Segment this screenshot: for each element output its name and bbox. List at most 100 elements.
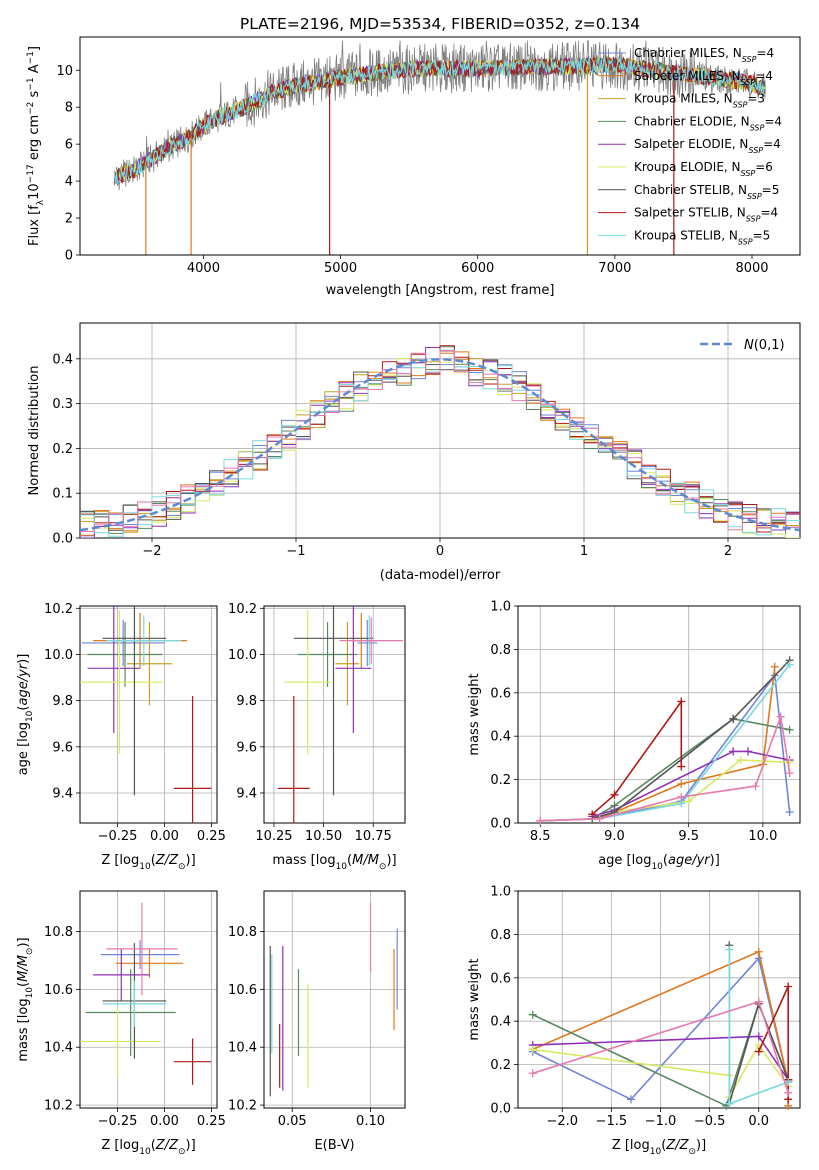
mass-vs-ebv-panel: 0.05 0.10 10.2 10.4 10.6 10.8 E(B-V) (228, 890, 406, 1153)
model-spectrum-line (113, 55, 766, 185)
series-line (540, 666, 776, 822)
mass-weight-vs-age-xlabel-part: age [log (598, 853, 651, 868)
mass-vs-Z-ytick-label: 10.2 (44, 1099, 73, 1114)
age-vs-mass-ytick-label: 10.2 (228, 602, 257, 617)
legend-count: =4 (755, 69, 773, 83)
mass-vs-ebv-ytick-label: 10.6 (228, 983, 257, 998)
mass-weight-vs-Z-ytick-label: 1.0 (490, 885, 511, 900)
figure-title: PLATE=2196, MJD=53534, FIBERID=0352, z=0… (240, 15, 640, 33)
series-marker (785, 808, 794, 817)
legend-entry: Salpeter ELODIE, NSSP=4 (634, 137, 781, 155)
spectrum-panel: 4000 5000 6000 7000 8000 0 2 4 6 8 10 wavelength [A… (26, 36, 801, 298)
series-marker (785, 758, 794, 767)
legend-count: =5 (762, 183, 780, 197)
mass-vs-Z-xlabel-part: ⊙ (178, 1147, 186, 1157)
age-vs-mass-ytick-label: 9.4 (236, 786, 257, 801)
spectrum-ylabel-part: 10 (27, 183, 42, 200)
age-vs-Z-frame (79, 605, 218, 824)
mass-weight-vs-Z-xlabel-part: ( (661, 1138, 666, 1153)
spectrum-xtick-label: 7000 (598, 261, 631, 276)
spectrum-ytick-label: 4 (65, 175, 73, 190)
series-marker (626, 1095, 635, 1104)
age-vs-Z-points (80, 606, 212, 823)
mass-weight-vs-Z-panel: −2.0 −1.5 −1.0 −0.5 0.0 0.0 0.2 0.4 0.6 0.8 1.0 Z [… (467, 885, 801, 1157)
spectrum-ylabel-part: Flux [f (27, 205, 42, 246)
age-vs-Z-ylabel: age [log10(age/yr)] (16, 654, 35, 776)
mass-weight-vs-Z-xlabel: Z [log10(Z/Z⊙)] (612, 1138, 706, 1157)
age-vs-Z-ytick-label: 9.4 (52, 786, 73, 801)
age-vs-Z-ytick-label: 10.0 (44, 648, 73, 663)
series-marker (785, 660, 794, 669)
legend-args: (0,1) (754, 338, 785, 353)
series-line (591, 717, 790, 820)
mass-vs-Z-ylabel-part: )] (16, 937, 31, 947)
mass-vs-Z-ylabel-part: 10 (25, 987, 35, 999)
residual-ytick-label: 0.3 (52, 397, 73, 412)
spectrum-xtick-label: 8000 (735, 261, 768, 276)
spectrum-ylabel: Flux [fλ10−17 erg cm−2 s−1 A−1] (26, 46, 46, 246)
series-marker (725, 945, 734, 954)
spectrum-ylabel-part: λ (36, 199, 46, 205)
residual-xlabel: (data-model)/error (380, 568, 501, 583)
spectrum-frame (79, 36, 801, 256)
legend-sub: SSP (741, 169, 756, 178)
mass-weight-vs-age-xlabel-part: 10 (651, 862, 663, 872)
mass-weight-vs-age-xtick-label: 10.0 (748, 829, 777, 844)
mass-vs-ebv-ytick-label: 10.4 (228, 1041, 257, 1056)
mass-vs-Z-ytick-label: 10.6 (44, 983, 73, 998)
legend-sub: SSP (747, 191, 762, 200)
mass-vs-Z-ytick-label: 10.8 (44, 925, 73, 940)
spectrum-ytick-label: 2 (65, 212, 73, 227)
age-vs-Z-ylabel-part: age/yr (16, 662, 31, 705)
spectrum-ylabel-part: ] (27, 46, 42, 51)
age-vs-Z-xlabel-part: ⊙ (178, 862, 186, 872)
residual-xtick-label: 1 (580, 544, 588, 559)
series-marker (754, 1047, 763, 1056)
legend-count: =4 (764, 114, 782, 128)
mass-vs-Z-ylabel-part: M/M (16, 955, 31, 982)
age-vs-mass-xtick-label: 10.25 (255, 829, 292, 844)
spectrum-lines (113, 40, 766, 255)
spectrum-ytick-label: 10 (56, 64, 73, 79)
mass-weight-vs-age-xtick-label: 9.5 (678, 829, 699, 844)
mass-vs-ebv-xtick-label: 0.05 (278, 1114, 307, 1129)
mass-vs-Z-xlabel-part: 10 (139, 1147, 151, 1157)
spectrum-ylabel-part: −2 (26, 102, 36, 115)
age-vs-Z-xtick-label: −0.25 (98, 829, 138, 844)
spectrum-xlabel: wavelength [Angstrom, rest frame] (326, 283, 555, 298)
mass-weight-vs-Z-xtick-label: −1.0 (645, 1114, 677, 1129)
series-marker (785, 725, 794, 734)
series-marker (595, 814, 604, 823)
age-vs-Z-ytick-label: 10.2 (44, 602, 73, 617)
spectrum-ylabel-part: A (27, 64, 42, 77)
mass-weight-vs-Z-ytick-label: 0.2 (490, 1058, 511, 1073)
age-vs-mass-panel: 10.25 10.50 10.75 9.4 9.6 9.8 10.0 10.2 mass [lo… (228, 602, 406, 872)
series-marker (677, 792, 686, 801)
series-marker (736, 756, 745, 765)
series-marker (725, 1099, 734, 1108)
age-vs-mass-ytick-label: 9.8 (236, 694, 257, 709)
series-marker (677, 779, 686, 788)
mass-vs-Z-xtick-label: 0.00 (150, 1114, 179, 1129)
series-marker (754, 1032, 763, 1041)
age-vs-Z-ylabel-part: 10 (25, 710, 35, 722)
age-vs-mass-xtick-label: 10.75 (355, 829, 392, 844)
series-marker (784, 1077, 793, 1086)
spectrum-xtick-label: 4000 (187, 261, 220, 276)
legend-n: N (744, 338, 754, 353)
age-vs-mass-ytick-label: 10.0 (228, 648, 257, 663)
spectrum-ylabel-part: −17 (26, 164, 36, 183)
mass-vs-Z-ylabel-part: ⊙ (25, 948, 35, 956)
age-vs-mass-xlabel-part: 10 (336, 862, 348, 872)
mass-weight-vs-age-panel: 8.5 9.0 9.5 10.0 0.0 0.2 0.4 0.6 0.8 1.0 age [log1… (467, 600, 801, 872)
age-vs-mass-xlabel-part: ⊙ (379, 862, 387, 872)
mass-vs-ebv-ytick-label: 10.2 (228, 1099, 257, 1114)
mass-weight-vs-Z-xlabel-part: ⊙ (688, 1147, 696, 1157)
age-vs-mass-xlabel-part: mass [log (272, 853, 335, 868)
mass-weight-vs-age-ytick-label: 0.4 (490, 730, 511, 745)
series-marker (677, 697, 686, 706)
legend-name: Salpeter STELIB, N (634, 206, 746, 220)
age-vs-Z-ylabel-part: age [log (16, 722, 31, 775)
mass-weight-vs-Z-ytick-label: 0.4 (490, 1015, 511, 1030)
